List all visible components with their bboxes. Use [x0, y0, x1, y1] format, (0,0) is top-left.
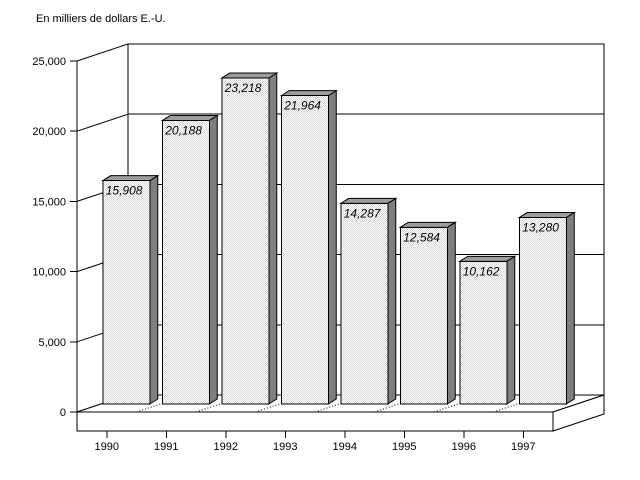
bar-top-1996 — [458, 255, 517, 262]
bar-value-label-1991: 20,188 — [164, 124, 202, 138]
bar-1995 — [399, 226, 448, 405]
bar-value-label-1997: 13,280 — [522, 221, 559, 235]
bar-top-1993 — [279, 90, 338, 97]
x-axis-tick-label: 1995 — [392, 441, 416, 453]
chart-title: En milliers de dollars E.-U. — [36, 13, 166, 25]
bar-side-1994 — [387, 197, 397, 405]
bar-value-label-1992: 23,218 — [224, 81, 262, 95]
y-axis-tick-label: 15,000 — [32, 196, 66, 208]
bar-side-1996 — [506, 255, 516, 405]
bar-value-label-1994: 14,287 — [344, 206, 382, 220]
y-axis-tick-label: 25,000 — [32, 56, 66, 68]
bar-top-1991 — [160, 115, 219, 122]
x-axis-tick-label: 1996 — [452, 441, 476, 453]
x-axis-tick-label: 1997 — [511, 441, 535, 453]
bar-1993 — [280, 95, 329, 405]
bar-value-label-1993: 21,964 — [283, 99, 321, 113]
bar-value-label-1990: 15,908 — [106, 184, 143, 198]
y-axis-tick-label: 20,000 — [32, 126, 66, 138]
bar-1994 — [340, 202, 389, 405]
y-axis-tick-label: 5,000 — [38, 337, 66, 349]
bar-side-1992 — [268, 72, 278, 405]
left-wall-gridline — [76, 113, 129, 132]
x-axis-tick-label: 1991 — [154, 441, 178, 453]
bar-value-label-1996: 10,162 — [463, 264, 500, 278]
bar-top-1995 — [398, 221, 457, 228]
bar-1996 — [459, 260, 508, 405]
bar-1997 — [518, 217, 567, 405]
bar-side-1995 — [446, 221, 456, 405]
x-axis-tick-label: 1990 — [95, 441, 119, 453]
bar-top-1997 — [517, 212, 576, 219]
bar-side-1993 — [327, 89, 337, 405]
bar-top-1990 — [101, 175, 160, 182]
bar-top-1992 — [220, 72, 279, 79]
bar-side-1997 — [565, 211, 575, 405]
floor-front-face — [76, 411, 554, 432]
bar-1991 — [161, 120, 210, 405]
plot-area: 0 5,000 10,000 15,000 20,000 25,000 1990 1991 19… — [32, 43, 605, 453]
x-axis-tick-label: 1994 — [333, 441, 357, 453]
bar-side-1990 — [149, 174, 159, 405]
bar-1992 — [221, 77, 270, 405]
x-axis-tick-label: 1992 — [214, 441, 238, 453]
bar-value-label-1995: 12,584 — [403, 230, 440, 244]
y-axis-tick-label: 0 — [60, 407, 66, 419]
y-axis-tick-label: 10,000 — [32, 267, 66, 279]
bar-side-1991 — [208, 114, 218, 405]
left-wall-gridline — [76, 43, 129, 62]
x-axis-tick-label: 1993 — [273, 441, 297, 453]
bar-1990 — [102, 180, 151, 405]
bar-top-1994 — [339, 197, 398, 204]
